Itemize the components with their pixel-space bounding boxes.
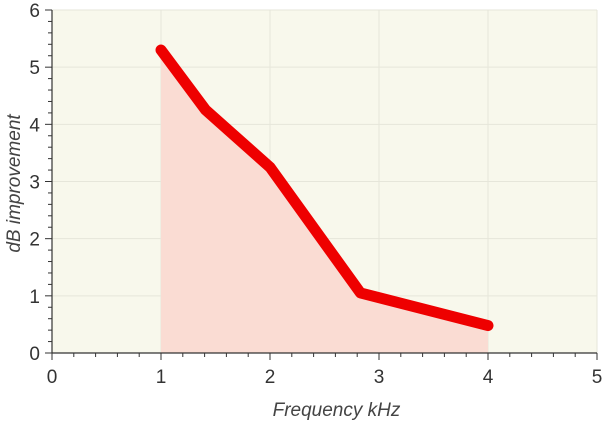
x-tick-label: 5	[592, 367, 603, 388]
x-axis-title: Frequency kHz	[273, 400, 401, 421]
y-tick-label: 0	[29, 344, 40, 365]
y-axis-title: dB improvement	[4, 114, 25, 253]
x-tick-label: 3	[374, 367, 385, 388]
y-tick-label: 3	[29, 173, 40, 194]
y-tick-label: 2	[29, 230, 40, 251]
y-tick-label: 4	[29, 115, 40, 136]
y-tick-label: 6	[29, 1, 40, 22]
x-tick-label: 4	[483, 367, 494, 388]
x-tick-label: 0	[47, 367, 58, 388]
y-tick-label: 1	[29, 287, 40, 308]
y-tick-label: 5	[29, 58, 40, 79]
x-tick-label: 2	[265, 367, 276, 388]
x-tick-label: 1	[156, 367, 167, 388]
series-area-fill	[161, 50, 488, 354]
ticks: 0 1 2 3 4 5 0 1 2 3 4 5 6	[29, 1, 602, 388]
